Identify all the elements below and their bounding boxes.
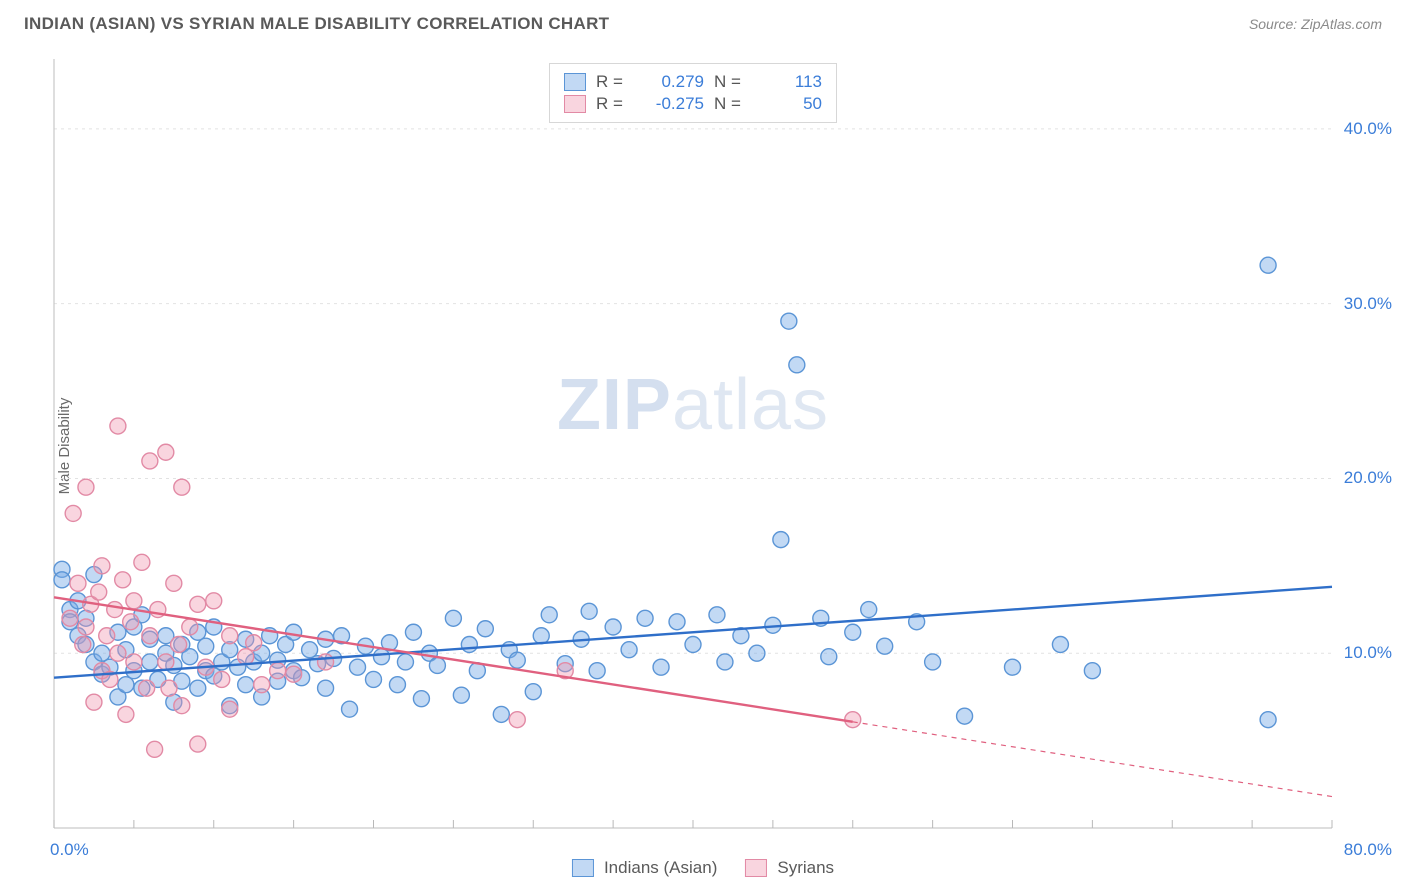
y-tick-label: 40.0% (1344, 119, 1392, 139)
x-axis-max: 80.0% (1344, 840, 1392, 860)
legend-item-syrians: Syrians (745, 858, 834, 878)
correlation-legend: R = 0.279 N = 113 R = -0.275 N = 50 (549, 63, 837, 123)
legend-row-indians: R = 0.279 N = 113 (564, 72, 822, 92)
plot-area: ZIPatlas R = 0.279 N = 113 R = -0.275 N … (50, 55, 1336, 832)
source-credit: Source: ZipAtlas.com (1249, 16, 1382, 32)
swatch-indians-icon (572, 859, 594, 877)
swatch-syrians (564, 95, 586, 113)
series-legend: Indians (Asian) Syrians (572, 858, 834, 878)
chart-title: INDIAN (ASIAN) VS SYRIAN MALE DISABILITY… (24, 14, 609, 34)
scatter-svg (50, 55, 1336, 832)
swatch-indians (564, 73, 586, 91)
legend-row-syrians: R = -0.275 N = 50 (564, 94, 822, 114)
y-tick-label: 30.0% (1344, 294, 1392, 314)
y-tick-label: 20.0% (1344, 468, 1392, 488)
x-axis-min: 0.0% (50, 840, 89, 860)
legend-item-indians: Indians (Asian) (572, 858, 717, 878)
y-tick-label: 10.0% (1344, 643, 1392, 663)
swatch-syrians-icon (745, 859, 767, 877)
